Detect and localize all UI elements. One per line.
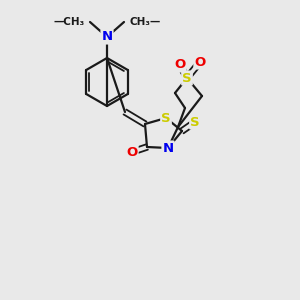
Text: CH₃—: CH₃— bbox=[129, 17, 160, 27]
Text: S: S bbox=[182, 71, 192, 85]
Text: —CH₃: —CH₃ bbox=[54, 17, 85, 27]
Text: O: O bbox=[194, 56, 206, 68]
Text: S: S bbox=[190, 116, 200, 128]
Text: S: S bbox=[161, 112, 171, 124]
Text: N: N bbox=[101, 31, 112, 44]
Text: N: N bbox=[162, 142, 174, 154]
Text: O: O bbox=[174, 58, 186, 71]
Text: O: O bbox=[126, 146, 138, 158]
